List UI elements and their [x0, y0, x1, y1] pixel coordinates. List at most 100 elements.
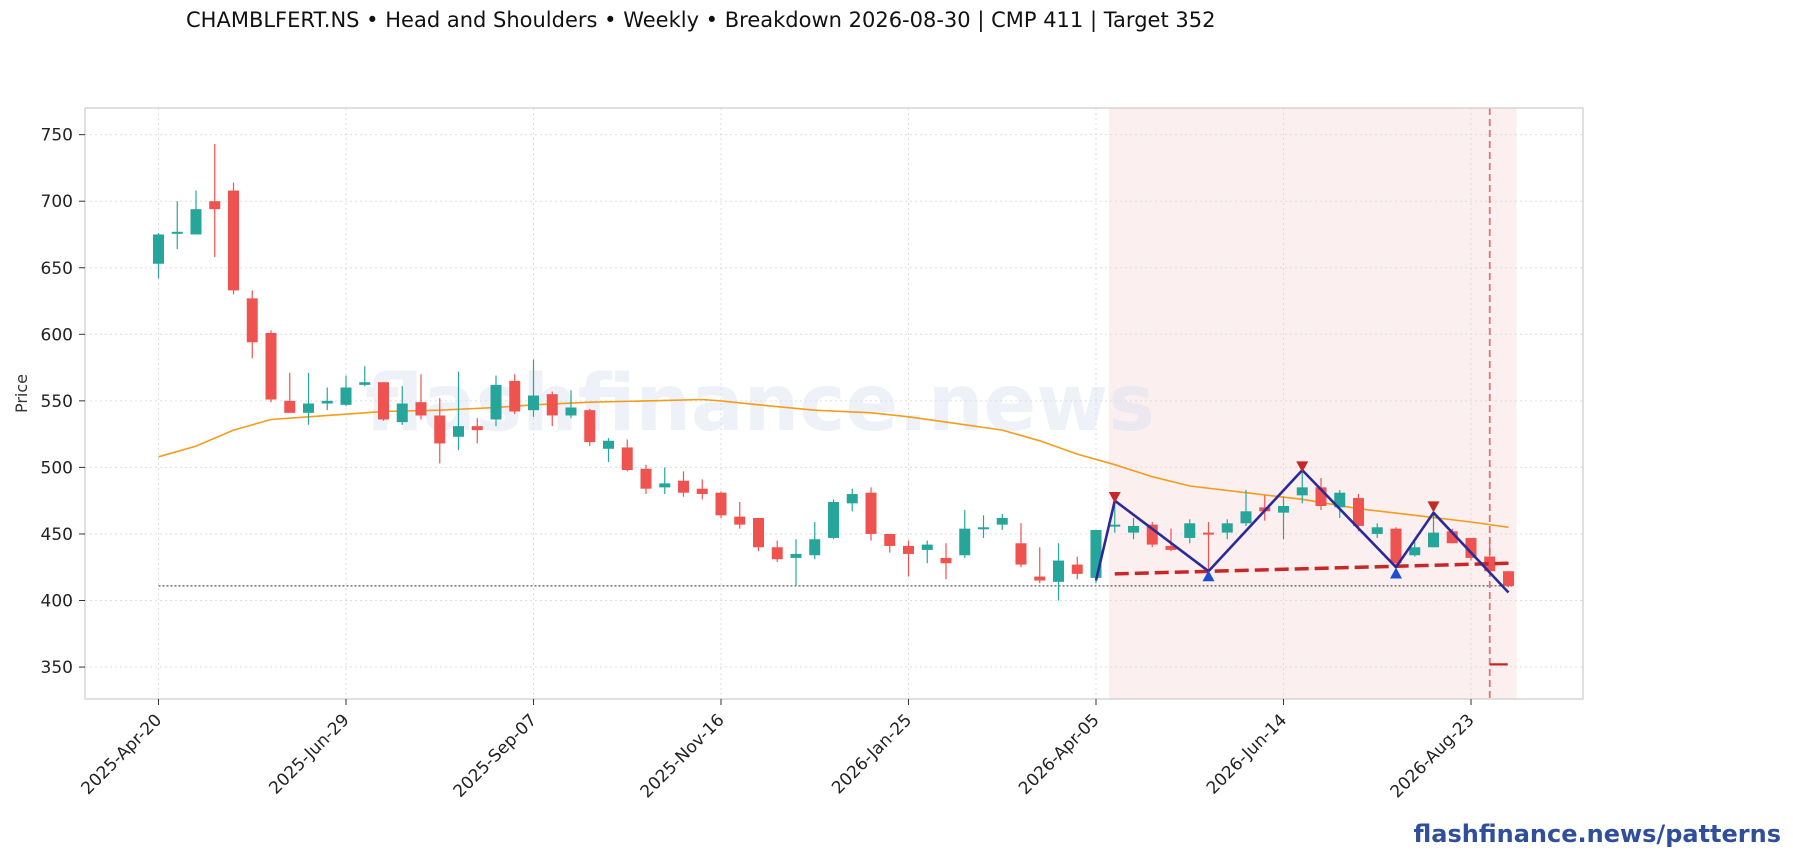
y-tick-label: 400: [41, 592, 73, 612]
y-tick-label: 550: [41, 392, 73, 412]
candle-body: [584, 410, 596, 443]
candle-body: [1315, 487, 1327, 506]
candle-body: [1503, 571, 1514, 586]
candle-body: [1034, 576, 1046, 581]
candle-body: [696, 488, 708, 495]
y-tick-label: 500: [41, 458, 73, 478]
x-tick-label: 2025-Nov-16: [637, 710, 729, 802]
candle-body: [1071, 564, 1083, 574]
candle-body: [396, 403, 408, 423]
candle-body: [996, 517, 1008, 525]
y-tick-label: 750: [41, 126, 73, 146]
candle-body: [1165, 545, 1177, 550]
y-tick-label: 700: [41, 192, 73, 212]
neckline: [1114, 561, 1509, 576]
watermark-layer: flashfinance.news: [365, 359, 1155, 449]
candle-body: [1390, 528, 1402, 564]
candle-body: [884, 533, 896, 546]
candle-body: [828, 502, 839, 538]
candle-body: [359, 382, 371, 385]
candle-body: [621, 447, 633, 471]
candle-body: [471, 426, 483, 431]
candle-body: [153, 234, 164, 264]
candle-body: [265, 332, 277, 400]
candle-body: [171, 231, 183, 234]
pattern-zone-layer: [1108, 108, 1517, 699]
candle-body: [659, 483, 671, 488]
trough-marker: [1202, 570, 1215, 582]
candle-body: [753, 517, 764, 548]
candle-body: [509, 380, 521, 412]
candle-body: [940, 557, 952, 564]
y-tick-label: 650: [41, 259, 73, 279]
candle-body: [903, 545, 914, 554]
candle-body: [284, 400, 296, 413]
candle-body: [1484, 556, 1496, 572]
candle-body: [378, 382, 389, 420]
candle-body: [1446, 531, 1458, 544]
peak-marker: [1427, 501, 1440, 513]
y-tick-label: 350: [41, 658, 73, 678]
candle-body: [209, 201, 221, 210]
candle-body: [715, 492, 727, 516]
candle-body: [1240, 511, 1252, 524]
x-tick-label: 2025-Apr-20: [78, 710, 166, 798]
candle-body: [434, 415, 446, 444]
candle-body: [1296, 487, 1308, 496]
peak-marker: [1108, 492, 1121, 504]
footer-link[interactable]: flashfinance.news/patterns: [1413, 820, 1781, 848]
candle-body: [303, 403, 314, 413]
x-tick-label: 2026-Jun-14: [1203, 710, 1291, 798]
candle-body: [1015, 543, 1027, 565]
pattern-zone: [1108, 108, 1517, 699]
candle-body: [678, 480, 689, 493]
y-axis-label: Price: [12, 374, 31, 413]
candle-body: [1334, 492, 1346, 508]
candle-body: [490, 384, 502, 420]
x-tick-label: 2025-Jun-29: [265, 710, 353, 798]
candle-body: [846, 494, 858, 504]
candle-body: [415, 402, 427, 416]
candle-body: [453, 426, 464, 437]
candle-body: [640, 468, 652, 489]
candle-body: [978, 527, 989, 530]
trough-marker: [1390, 567, 1402, 579]
candle-body: [528, 395, 539, 411]
watermark: flashfinance.news: [365, 359, 1155, 449]
candle-body: [1109, 524, 1121, 527]
candle-body: [190, 209, 202, 235]
candle-body: [1090, 529, 1102, 578]
candle-body: [1353, 498, 1364, 526]
candles-layer: [153, 143, 1514, 601]
candle-body: [1371, 527, 1383, 534]
candle-body: [959, 528, 971, 556]
y-tick-label: 450: [41, 525, 73, 545]
candle-body: [1409, 547, 1421, 556]
candle-body: [1465, 537, 1477, 558]
candle-body: [1184, 523, 1196, 538]
chart-title: CHAMBLFERT.NS • Head and Shoulders • Wee…: [186, 8, 1216, 32]
candle-body: [1278, 505, 1289, 513]
candle-body: [603, 440, 614, 449]
plot-frame: [84, 107, 1584, 700]
candle-body: [228, 190, 239, 291]
pattern-layer: [1094, 461, 1510, 594]
x-tick-label: 2026-Apr-05: [1015, 710, 1103, 798]
candle-body: [921, 544, 933, 550]
candle-body: [246, 298, 258, 343]
candle-body: [340, 387, 352, 405]
candle-body: [809, 539, 821, 556]
y-tick-label: 600: [41, 325, 73, 345]
x-tick-label: 2026-Aug-23: [1387, 710, 1479, 802]
candle-body: [1146, 524, 1158, 545]
candle-body: [321, 400, 333, 404]
candle-body: [1221, 523, 1233, 533]
candle-body: [771, 547, 783, 560]
candle-body: [790, 553, 802, 558]
reference-layer: [158, 108, 1515, 699]
peak-marker: [1296, 461, 1309, 473]
candle-body: [1203, 532, 1214, 535]
candle-body: [546, 394, 558, 416]
candle-body: [1128, 525, 1139, 533]
